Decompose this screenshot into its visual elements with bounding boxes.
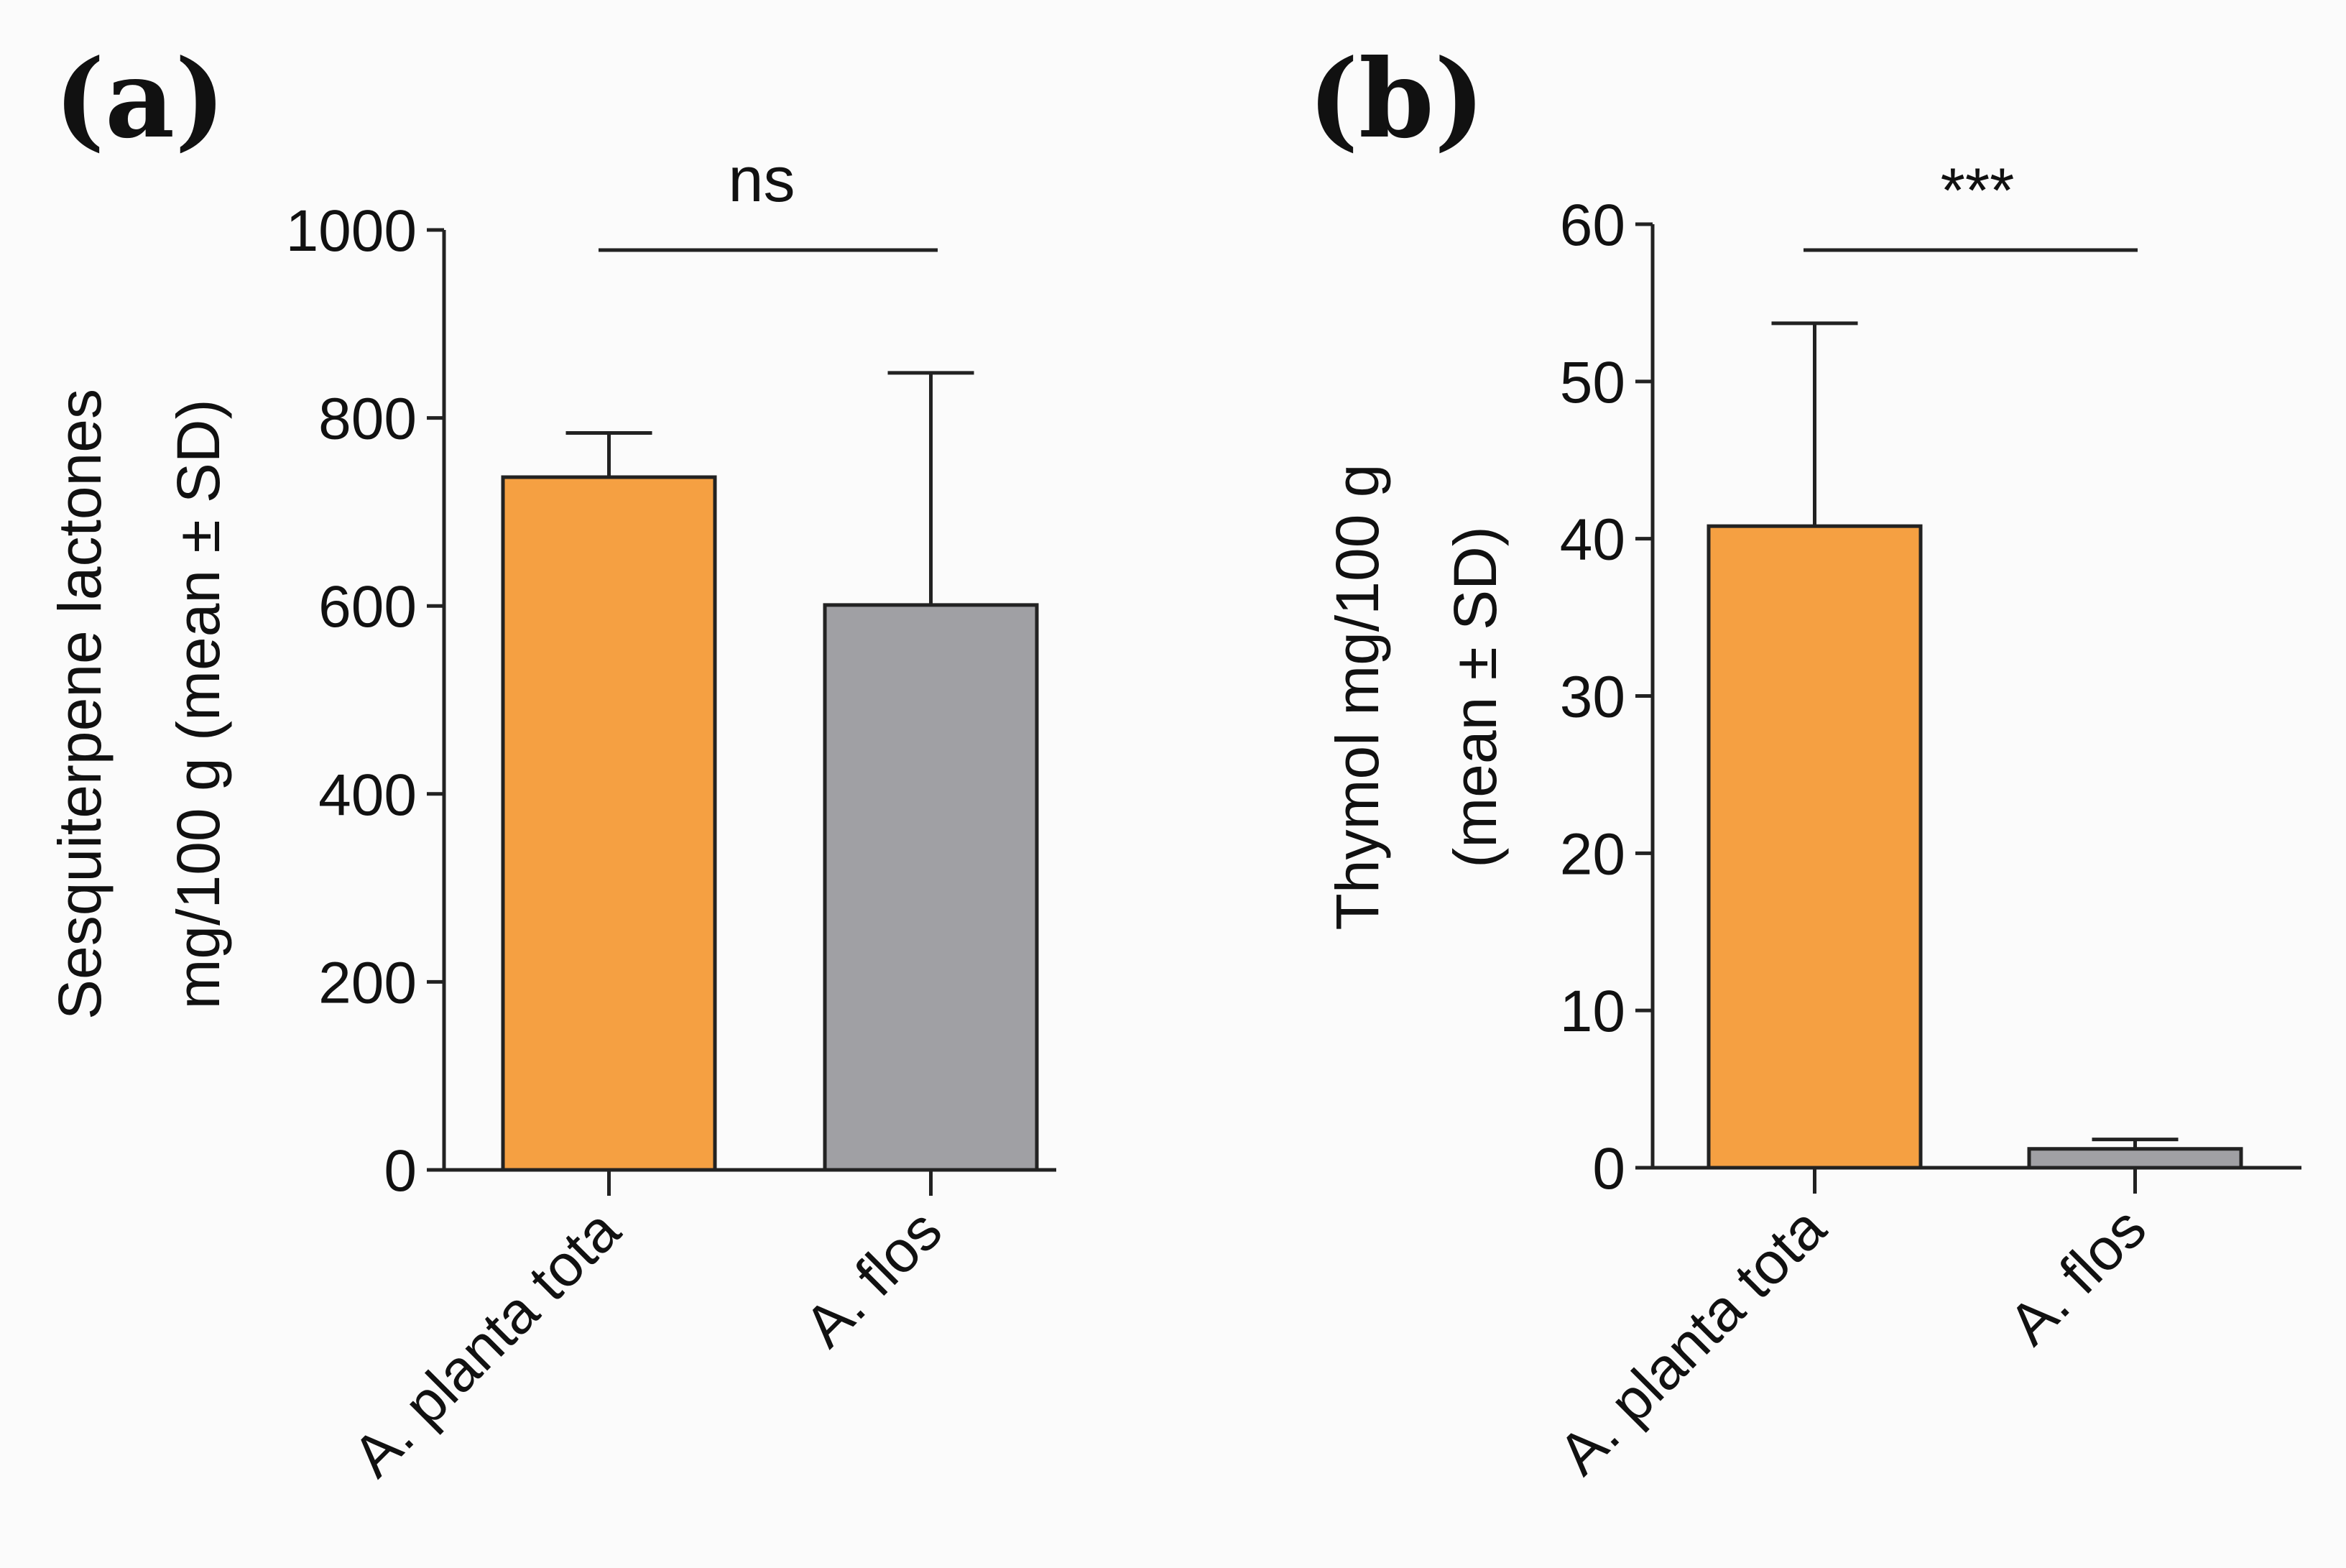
panel-a-category-label: A. flos: [793, 1197, 954, 1359]
panel-a-y-tick-label: 200: [318, 950, 417, 1015]
panel-b-y-tick-label: 10: [1560, 979, 1625, 1044]
panel-a-y-tick-label: 0: [384, 1138, 417, 1204]
panel-b-ylabel-line-1: Thymol mg/100 g: [1324, 464, 1391, 931]
panel-a-y-tick-label: 400: [318, 762, 417, 828]
panel-a-ylabel-line-1: Sesquiterpene lactones: [46, 389, 114, 1020]
panel-a-y-axis-title: Sesquiterpene lactones mg/100 g (mean ± …: [46, 389, 232, 1020]
panel-a-y-tick-label: 1000: [286, 198, 417, 264]
panel-a-y-tick-label: 600: [318, 574, 417, 640]
panel-b-bar: [1707, 524, 1923, 1170]
panel-b-bar: [2027, 1147, 2243, 1170]
panel-b-y-tick-label: 60: [1560, 193, 1625, 258]
panel-b-category-label: A. flos: [1997, 1195, 2158, 1357]
panel-b-ylabel-line-2: (mean ± SD): [1441, 526, 1509, 868]
panel-b-label: (b): [1308, 36, 1485, 162]
panel-a-category-label: A. planta tota: [341, 1197, 632, 1489]
panel-b-y-tick-label: 0: [1592, 1136, 1625, 1202]
panel-a-y-tick-label: 800: [318, 387, 417, 452]
panel-b-y-tick-label: 30: [1560, 665, 1625, 730]
panel-b-significance-label: ***: [1941, 155, 2015, 226]
panel-b-y-tick-label: 50: [1560, 350, 1625, 415]
panel-b-y-tick-label: 40: [1560, 507, 1625, 573]
panel-a-ylabel-line-2: mg/100 g (mean ± SD): [165, 399, 232, 1009]
panel-b-y-axis-title: Thymol mg/100 g (mean ± SD): [1324, 464, 1509, 931]
panel-a: (a) Sesquiterpene lactones mg/100 g (mea…: [46, 36, 1056, 1489]
panel-a-bar: [823, 603, 1039, 1172]
panel-a-bar: [501, 475, 717, 1172]
panel-a-significance-label: ns: [729, 144, 795, 215]
panel-b-category-label: A. planta tota: [1546, 1195, 1838, 1487]
panel-b-y-tick-label: 20: [1560, 821, 1625, 887]
panel-a-label: (a): [54, 36, 226, 162]
panel-b: (b) Thymol mg/100 g (mean ± SD) *** 0 10 2…: [1308, 36, 2301, 1487]
